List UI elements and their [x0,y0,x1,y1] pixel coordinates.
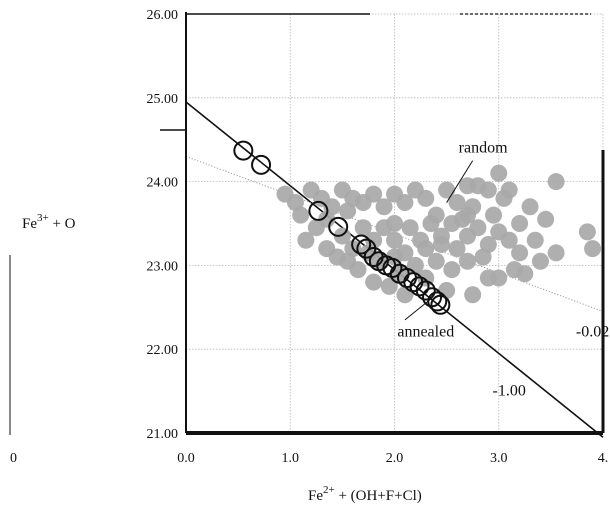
random-point [500,231,518,249]
annealed-pointer [404,298,432,321]
random-point [511,244,529,262]
random-point [448,240,466,258]
x-axis-label: Fe2+ + (OH+F+Cl) [308,484,422,504]
random-point [432,235,450,253]
random-point [448,194,466,212]
random-pointer [446,160,474,203]
random-point [547,244,565,262]
annealed-point [409,276,430,297]
random-point [427,252,445,270]
annotation-label: -1.00 [493,382,526,399]
random-point [521,198,539,216]
random-point [500,181,518,199]
random-point [401,219,419,237]
axes [160,12,605,435]
annealed-point [233,140,254,161]
random-point [485,206,503,224]
y-tick-label: 22.00 [147,343,179,358]
annealed-point [351,234,372,255]
x-tick-label: 0.0 [177,451,195,466]
annealed-point [382,257,403,278]
random-point [479,269,497,287]
annotation-label: random [459,139,508,156]
random-point [297,231,315,249]
random-point [396,194,414,212]
annealed-point [308,200,329,221]
annealed-point [328,216,349,237]
annealed-point [415,280,436,301]
random-point [386,231,403,249]
annealed-series [233,140,451,315]
random-point [505,261,523,279]
annotation-label: -0.02 [576,324,609,341]
random-point [328,248,346,266]
y-tick-label: 26.00 [147,8,179,23]
random-point [474,248,492,266]
annealed-point [430,294,451,315]
random-point [547,173,565,191]
x-tick-label: 3.0 [490,451,508,466]
x-tick-label: 4. [598,451,609,466]
random-point [578,223,596,241]
random-point [531,252,549,270]
random-point [479,181,497,199]
random-point [490,164,508,182]
y-tick-label: 24.00 [147,176,179,191]
random-series [276,164,602,304]
random-point [422,215,440,232]
random-point [354,219,372,237]
random-point [511,215,529,232]
y-tick-label: 21.00 [147,427,179,442]
outside-zero-tick: 0 [10,451,17,466]
random-point [365,273,383,291]
random-point [307,219,325,237]
random-point [443,261,461,279]
random-point [464,286,482,304]
y-tick-label: 23.00 [147,259,179,274]
random-point [365,185,383,203]
x-tick-label: 2.0 [386,451,404,466]
random-point [386,215,403,232]
random-point [375,198,393,216]
random-point [292,206,310,224]
x-tick-label: 1.0 [282,451,300,466]
y-tick-labels: 21.00 22.00 23.00 24.00 25.00 26.00 [147,8,179,442]
random-point [458,206,476,224]
x-tick-labels: 0.0 1.0 2.0 3.0 4. [177,451,608,466]
random-point [417,189,435,207]
y-axis-label: Fe3+ + O [22,212,76,232]
y-tick-label: 25.00 [147,92,179,107]
random-point [438,181,456,199]
annealed-point [251,154,272,175]
random-point [380,277,398,295]
random-point [526,231,544,249]
random-point [417,240,435,258]
random-point [584,240,602,258]
random-point [458,252,476,270]
random-point [469,219,487,237]
random-point [443,215,461,232]
annotations: random annealed -0.02 -1.00 [397,139,609,399]
random-point [537,210,555,228]
annotation-label: annealed [397,324,454,341]
